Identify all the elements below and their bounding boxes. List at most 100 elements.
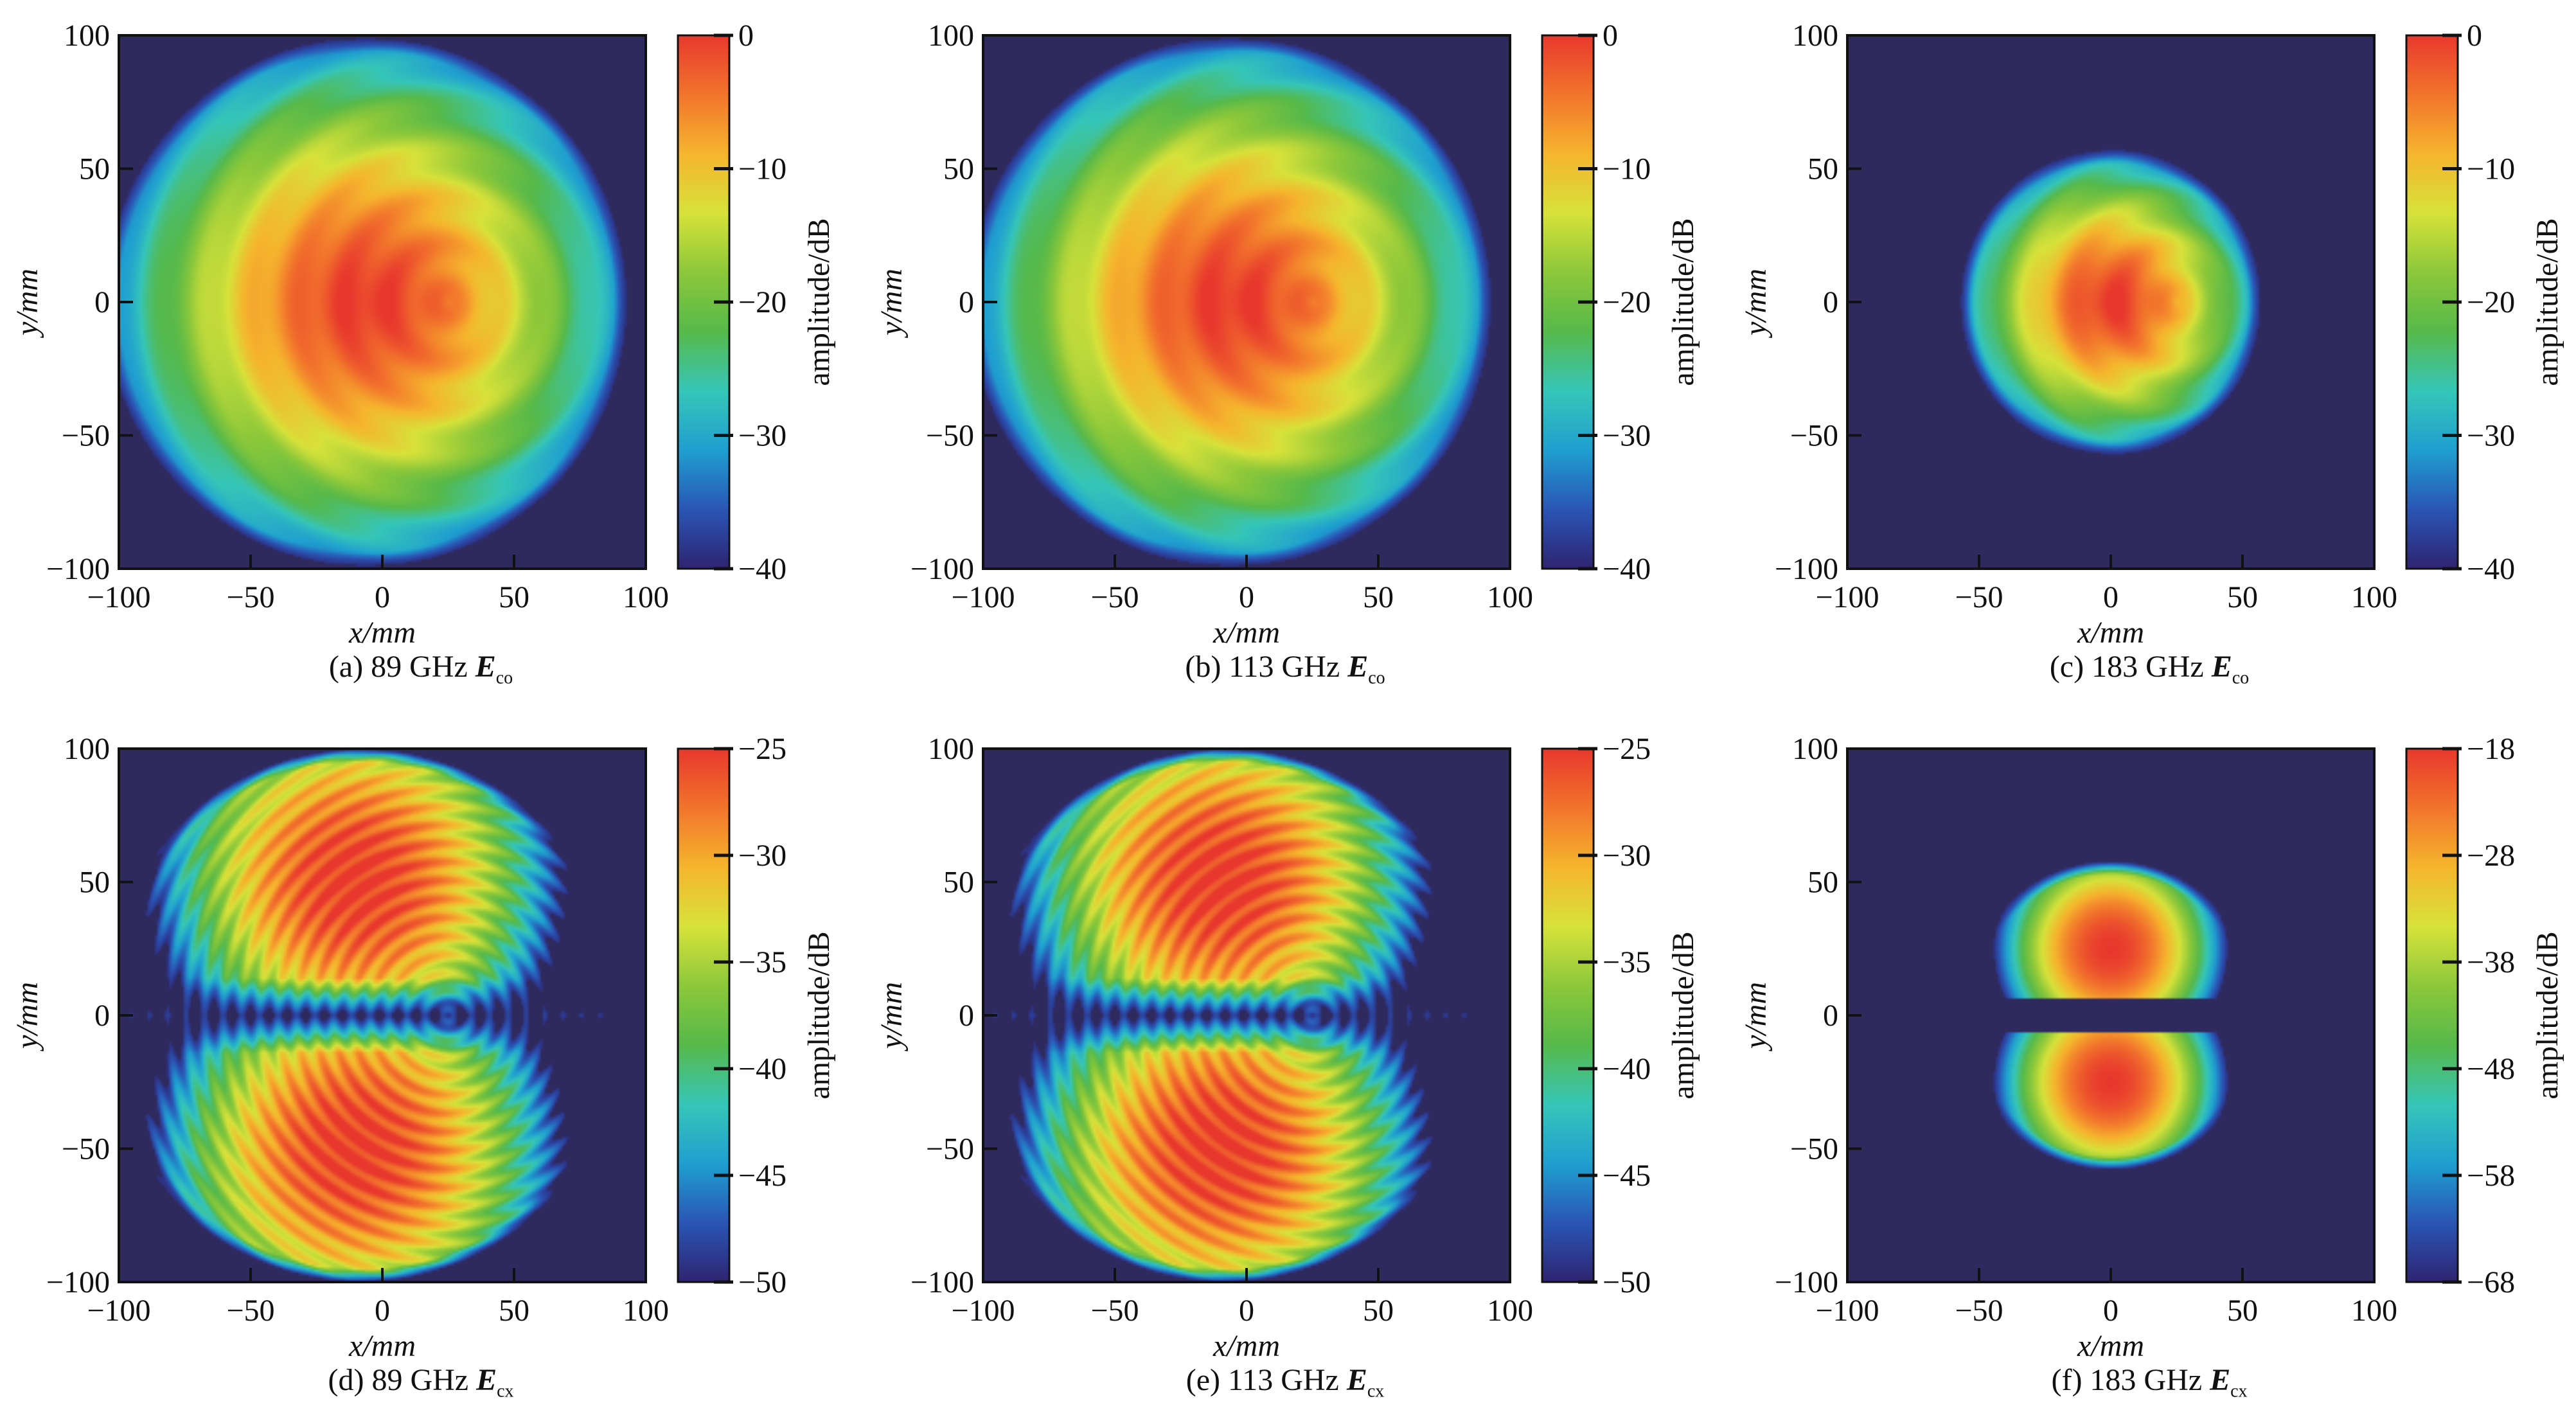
x-tick-label: −100 bbox=[951, 1294, 1015, 1328]
y-tick-label: 0 bbox=[1823, 285, 1838, 319]
y-tick-label: 100 bbox=[928, 732, 974, 766]
caption-subscript: cx bbox=[2230, 1381, 2248, 1402]
x-tick-label: 0 bbox=[2103, 1294, 2119, 1328]
colorbar-tick-label: 0 bbox=[1603, 19, 1618, 53]
caption-field: E bbox=[1347, 650, 1369, 684]
x-tick-label: −100 bbox=[951, 580, 1015, 614]
caption-subscript: cx bbox=[497, 1381, 514, 1402]
panel-caption: (f) 183 GHz Ecx bbox=[1728, 1362, 2570, 1402]
chart-panel: −100 −50 0 50 100 −100 −50 0 50 100 x/mm y/mm 0 −10 −2… bbox=[1728, 0, 2570, 694]
colorbar-tick-label: −35 bbox=[1603, 945, 1651, 979]
caption-label: (d) 89 GHz bbox=[328, 1363, 469, 1397]
x-tick-label: 50 bbox=[499, 1294, 529, 1328]
colorbar-tick-label: −40 bbox=[1603, 1052, 1651, 1086]
colorbar-tick-label: −40 bbox=[738, 1052, 786, 1086]
x-axis-label: x/mm bbox=[1212, 1329, 1280, 1363]
panel-caption: (c) 183 GHz Eco bbox=[1728, 649, 2570, 689]
y-tick-label: −50 bbox=[1790, 419, 1838, 453]
colorbar-tick-label: −25 bbox=[738, 732, 786, 766]
y-tick-label: −100 bbox=[1775, 552, 1838, 586]
chart-svg: −100 −50 0 50 100 −100 −50 0 50 100 x/mm y/mm 0 −10 −2… bbox=[875, 19, 1700, 650]
caption-field: E bbox=[2210, 1363, 2231, 1397]
y-tick-label: 0 bbox=[959, 285, 974, 319]
colorbar-tick-label: −35 bbox=[738, 945, 786, 979]
colorbar-tick-label: −18 bbox=[2467, 732, 2515, 766]
heatmap-image bbox=[983, 35, 1510, 569]
x-tick-label: 0 bbox=[1239, 1294, 1254, 1328]
colorbar-tick-label: −10 bbox=[1603, 152, 1651, 186]
colorbar-tick-label: −10 bbox=[2467, 152, 2515, 186]
panel-caption: (b) 113 GHz Eco bbox=[864, 649, 1706, 689]
x-tick-label: −50 bbox=[226, 580, 274, 614]
colorbar-tick-label: −25 bbox=[1603, 732, 1651, 766]
x-axis-label: x/mm bbox=[1212, 616, 1280, 650]
y-axis-label: y/mm bbox=[10, 269, 44, 339]
colorbar-tick-label: −40 bbox=[738, 552, 786, 586]
x-tick-label: 50 bbox=[1363, 1294, 1394, 1328]
colorbar-tick-label: −45 bbox=[738, 1159, 786, 1193]
caption-label: (e) 113 GHz bbox=[1186, 1363, 1339, 1397]
colorbar-tick-label: −20 bbox=[738, 285, 786, 319]
x-tick-label: −50 bbox=[226, 1294, 274, 1328]
y-tick-label: −50 bbox=[62, 1132, 110, 1166]
x-axis-label: x/mm bbox=[348, 1329, 416, 1363]
colorbar-tick-label: 0 bbox=[2467, 19, 2482, 53]
colorbar-label: amplitude/dB bbox=[802, 931, 836, 1099]
x-tick-label: 100 bbox=[2351, 580, 2397, 614]
caption-subscript: co bbox=[495, 668, 513, 688]
y-tick-label: 0 bbox=[959, 999, 974, 1033]
x-tick-label: 100 bbox=[1487, 580, 1533, 614]
x-tick-label: −100 bbox=[87, 1294, 150, 1328]
caption-field: E bbox=[475, 650, 496, 684]
y-tick-label: 100 bbox=[1792, 19, 1838, 53]
y-axis-label: y/mm bbox=[875, 982, 909, 1052]
caption-field: E bbox=[1346, 1363, 1367, 1397]
chart-svg: −100 −50 0 50 100 −100 −50 0 50 100 x/mm y/mm 0 −10 −2… bbox=[1739, 19, 2564, 650]
heatmap-image bbox=[1847, 35, 2374, 569]
colorbar-label: amplitude/dB bbox=[2530, 931, 2564, 1099]
colorbar-tick-label: −30 bbox=[1603, 419, 1651, 453]
x-tick-label: −50 bbox=[1955, 580, 2003, 614]
chart-svg: −100 −50 0 50 100 −100 −50 0 50 100 x/mm y/mm −25 −30… bbox=[10, 732, 836, 1363]
y-tick-label: 50 bbox=[79, 866, 110, 900]
x-tick-label: 0 bbox=[1239, 580, 1254, 614]
y-tick-label: −50 bbox=[926, 1132, 974, 1166]
caption-subscript: co bbox=[1368, 668, 1385, 688]
colorbar-tick-label: −50 bbox=[738, 1265, 786, 1299]
y-tick-label: −50 bbox=[1790, 1132, 1838, 1166]
x-axis-label: x/mm bbox=[2077, 1329, 2144, 1363]
x-tick-label: 100 bbox=[2351, 1294, 2397, 1328]
colorbar-tick-label: −20 bbox=[2467, 285, 2515, 319]
x-tick-label: 100 bbox=[1487, 1294, 1533, 1328]
caption-subscript: co bbox=[2232, 668, 2250, 688]
chart-panel: −100 −50 0 50 100 −100 −50 0 50 100 x/mm y/mm −18 −28… bbox=[1728, 713, 2570, 1407]
heatmap-image bbox=[1847, 749, 2374, 1282]
chart-svg: −100 −50 0 50 100 −100 −50 0 50 100 x/mm y/mm −18 −28… bbox=[1739, 732, 2564, 1363]
x-tick-label: 0 bbox=[375, 580, 390, 614]
caption-label: (b) 113 GHz bbox=[1185, 650, 1340, 684]
y-tick-label: 0 bbox=[1823, 999, 1838, 1033]
y-tick-label: 50 bbox=[943, 152, 974, 186]
colorbar bbox=[1541, 747, 1595, 1283]
caption-label: (f) 183 GHz bbox=[2051, 1363, 2203, 1397]
colorbar-tick-label: −30 bbox=[2467, 419, 2515, 453]
y-tick-label: 50 bbox=[79, 152, 110, 186]
y-axis-label: y/mm bbox=[10, 982, 44, 1052]
y-tick-label: 100 bbox=[928, 19, 974, 53]
y-tick-label: −100 bbox=[910, 1265, 974, 1299]
y-tick-label: 50 bbox=[1808, 866, 1838, 900]
y-axis-label: y/mm bbox=[1739, 982, 1773, 1052]
x-tick-label: −50 bbox=[1090, 1294, 1139, 1328]
colorbar bbox=[1541, 34, 1595, 570]
colorbar-label: amplitude/dB bbox=[1666, 218, 1700, 386]
colorbar-tick-label: −48 bbox=[2467, 1052, 2515, 1086]
y-tick-label: 50 bbox=[1808, 152, 1838, 186]
panel-caption: (d) 89 GHz Ecx bbox=[0, 1362, 842, 1402]
x-tick-label: 50 bbox=[1363, 580, 1394, 614]
y-tick-label: 100 bbox=[1792, 732, 1838, 766]
y-tick-label: −50 bbox=[62, 419, 110, 453]
colorbar-tick-label: −20 bbox=[1603, 285, 1651, 319]
x-tick-label: 0 bbox=[375, 1294, 390, 1328]
y-tick-label: 100 bbox=[64, 732, 110, 766]
